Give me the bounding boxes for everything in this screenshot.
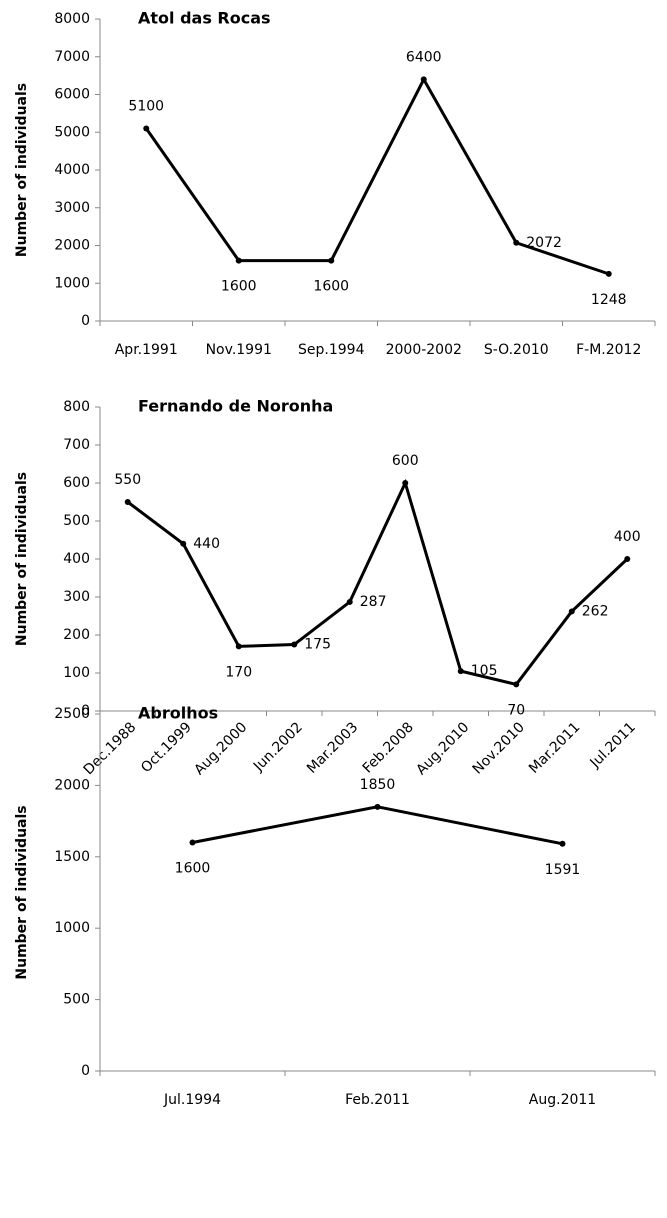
data-line [192, 805, 563, 846]
x-tick-label: Aug.2000 [191, 719, 250, 778]
x-tick-label: Nov.2010 [470, 719, 528, 777]
data-line [145, 76, 610, 276]
data-label: 1600 [175, 861, 211, 877]
y-tick-label: 4000 [54, 162, 90, 178]
data-label: 1591 [545, 862, 581, 878]
data-label: 1248 [591, 292, 627, 308]
y-tick-label: 7000 [54, 49, 90, 65]
x-tick-label: Mar.2003 [304, 719, 361, 776]
data-point [180, 540, 187, 547]
y-tick-label: 1000 [54, 920, 90, 936]
x-tick-label: Sep.1994 [298, 342, 365, 358]
data-point [235, 643, 242, 650]
data-label: 600 [392, 453, 419, 469]
data-label: 550 [114, 472, 141, 488]
y-tick-label: 1500 [54, 849, 90, 865]
data-label: 1600 [221, 279, 257, 295]
data-label: 440 [193, 536, 220, 552]
data-label: 5100 [128, 98, 164, 114]
y-tick-label: 5000 [54, 124, 90, 140]
y-tick-label: 700 [63, 437, 90, 453]
x-tick-label: 2000-2002 [386, 342, 462, 358]
y-tick-label: 0 [81, 313, 90, 329]
x-tick-label: Apr.1991 [115, 342, 178, 358]
data-label: 175 [304, 637, 331, 653]
data-label: 1850 [360, 777, 396, 793]
chart-title: Atol das Rocas [138, 9, 271, 28]
y-tick-label: 3000 [54, 200, 90, 216]
x-tick-label: Dec.1988 [81, 719, 140, 778]
x-tick-label: Jun.2002 [250, 719, 306, 775]
data-label: 105 [471, 663, 498, 679]
x-tick-label: Aug.2011 [529, 1092, 596, 1108]
x-tick-label: Jul.2011 [587, 719, 639, 771]
y-axis-label: Number of individuals [14, 472, 30, 646]
data-point [328, 257, 335, 264]
y-tick-label: 500 [63, 992, 90, 1008]
y-tick-label: 2000 [54, 238, 90, 254]
data-line [126, 478, 629, 687]
x-tick-label: S-O.2010 [484, 342, 549, 358]
data-label: 400 [614, 529, 641, 545]
y-tick-label: 100 [63, 665, 90, 681]
data-point [143, 125, 150, 132]
y-tick-label: 500 [63, 513, 90, 529]
x-tick-label: F-M.2012 [576, 342, 641, 358]
x-tick-label: Aug.2010 [413, 719, 472, 778]
data-point [291, 641, 298, 648]
y-tick-label: 800 [63, 399, 90, 415]
chart-title: Abrolhos [138, 704, 218, 723]
x-tick-label: Mar.2011 [526, 719, 583, 776]
y-tick-label: 0 [81, 1063, 90, 1079]
y-tick-label: 2000 [54, 777, 90, 793]
data-point [624, 556, 631, 562]
data-point [568, 608, 575, 615]
y-tick-label: 6000 [54, 87, 90, 103]
y-tick-label: 8000 [54, 11, 90, 27]
data-point [124, 499, 131, 505]
data-label: 170 [225, 664, 252, 680]
x-tick-label: Jul.1994 [163, 1092, 221, 1108]
data-point [559, 840, 566, 847]
y-tick-label: 300 [63, 589, 90, 605]
x-tick-label: Feb.2008 [360, 719, 417, 776]
data-point [513, 681, 520, 688]
chart-title: Fernando de Noronha [138, 397, 333, 416]
data-point [605, 270, 612, 277]
y-axis-label: Number of individuals [14, 83, 30, 257]
data-label: 70 [507, 702, 525, 718]
y-axis-label: Number of individuals [14, 805, 30, 979]
data-label: 6400 [406, 49, 442, 65]
data-label: 262 [582, 603, 609, 619]
y-tick-label: 400 [63, 551, 90, 567]
data-point [513, 239, 520, 246]
data-point [420, 76, 427, 83]
data-point [189, 839, 196, 846]
data-label: 2072 [526, 235, 562, 251]
data-point [374, 803, 381, 810]
y-tick-label: 200 [63, 627, 90, 643]
x-tick-label: Nov.1991 [206, 342, 272, 358]
data-point [457, 668, 464, 675]
y-tick-label: 0 [81, 703, 90, 719]
data-label: 1600 [313, 279, 349, 295]
y-tick-label: 1000 [54, 275, 90, 291]
y-tick-label: 600 [63, 475, 90, 491]
data-point [235, 257, 242, 264]
data-point [402, 480, 409, 486]
x-tick-label: Feb.2011 [345, 1092, 410, 1108]
data-point [346, 598, 353, 605]
data-label: 287 [360, 594, 387, 610]
x-tick-label: Oct.1999 [138, 719, 195, 776]
y-tick-label: 2500 [54, 706, 90, 722]
